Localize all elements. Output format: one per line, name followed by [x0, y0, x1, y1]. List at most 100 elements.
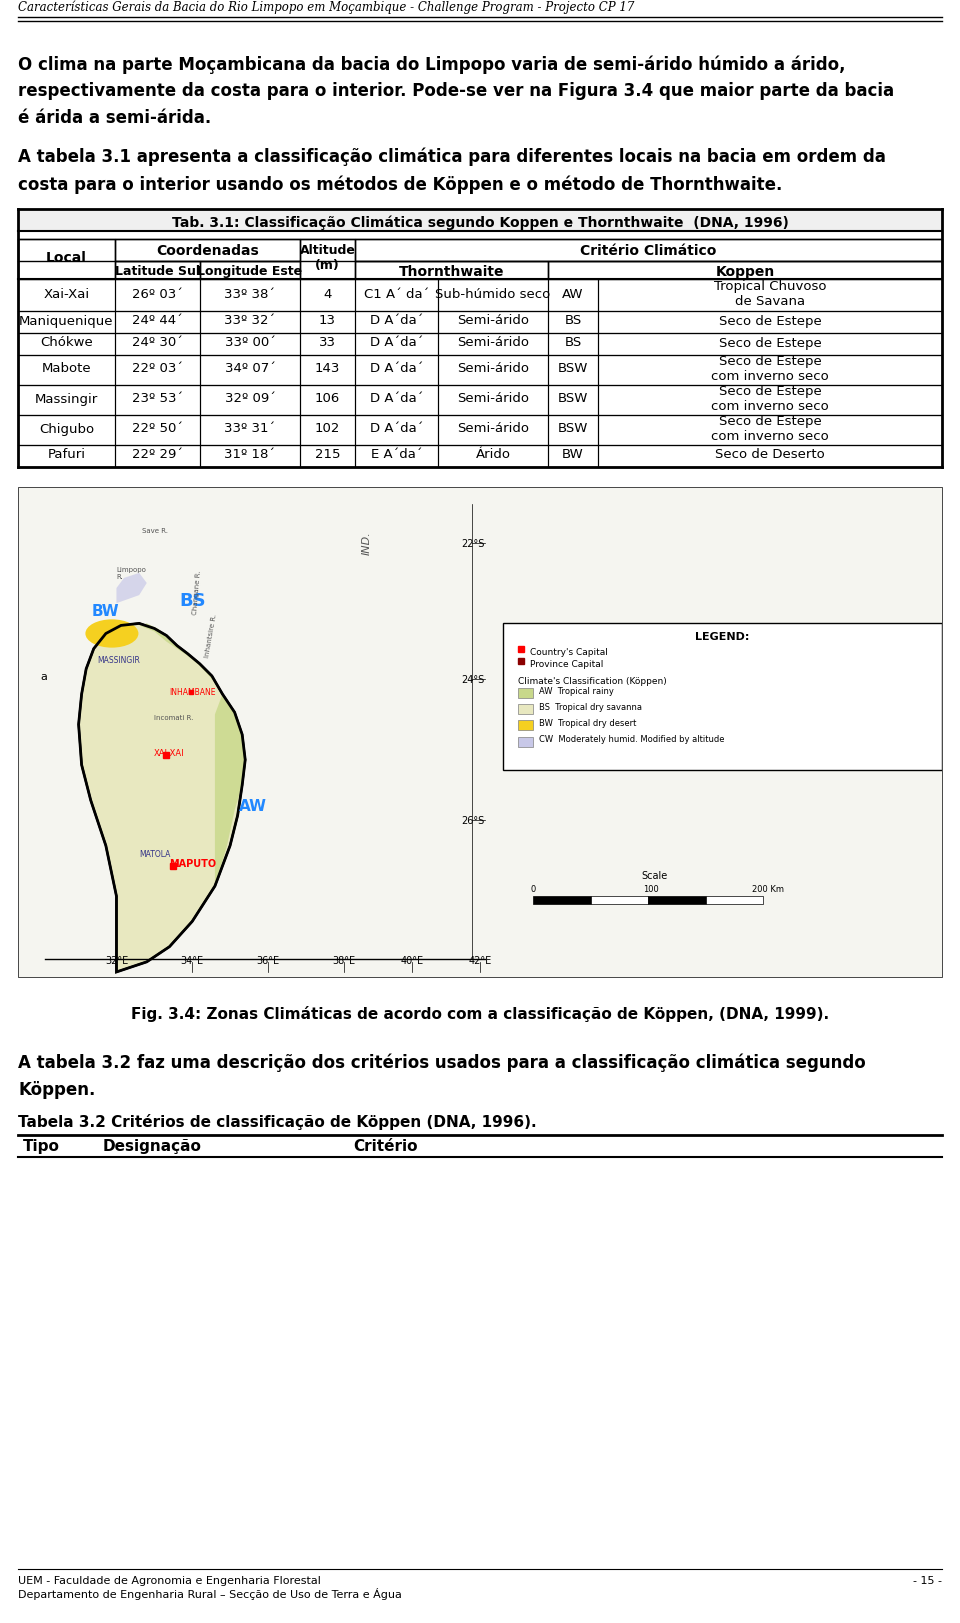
Text: 22º 50´: 22º 50´	[132, 422, 183, 435]
Text: Thornthwaite: Thornthwaite	[398, 265, 504, 279]
Bar	[548, 386, 598, 415]
Text: Local: Local	[46, 252, 87, 265]
Bar	[438, 312, 548, 334]
Bar	[438, 279, 548, 312]
Text: CW  Moderately humid. Modified by altitude: CW Moderately humid. Modified by altitud…	[540, 735, 725, 743]
Text: 33º 38´: 33º 38´	[225, 287, 276, 300]
Text: Maniquenique: Maniquenique	[19, 315, 113, 328]
Text: 26°S: 26°S	[462, 816, 485, 826]
Text: 24º 44´: 24º 44´	[132, 315, 182, 328]
Bar	[355, 334, 438, 355]
Text: Scale: Scale	[641, 870, 667, 880]
Text: 26º 03´: 26º 03´	[132, 287, 183, 300]
Bar	[18, 279, 115, 312]
Text: MASSINGIR: MASSINGIR	[97, 656, 139, 664]
Text: - 15 -: - 15 -	[913, 1574, 942, 1586]
Text: XAI-XAI: XAI-XAI	[155, 748, 184, 758]
Text: Sub-húmido seco: Sub-húmido seco	[436, 287, 551, 300]
Text: Tipo: Tipo	[23, 1138, 60, 1154]
Text: Country's Capital: Country's Capital	[530, 648, 608, 656]
Text: 102: 102	[315, 422, 340, 435]
Text: Fig. 3.4: Zonas Climáticas de acordo com a classificação de Köppen, (DNA, 1999).: Fig. 3.4: Zonas Climáticas de acordo com…	[131, 1005, 829, 1021]
Bar	[115, 446, 200, 467]
Text: AW: AW	[239, 799, 267, 813]
Polygon shape	[79, 623, 245, 972]
Bar	[115, 279, 200, 312]
Text: Semi-árido: Semi-árido	[457, 315, 529, 328]
Text: 34º 07´: 34º 07´	[225, 362, 276, 375]
Text: MATOLA: MATOLA	[139, 849, 171, 859]
Bar	[115, 312, 200, 334]
Bar	[648, 896, 706, 904]
Text: 215: 215	[315, 448, 340, 461]
Bar	[300, 240, 355, 279]
Text: 33º 32´: 33º 32´	[225, 315, 276, 328]
Text: Longitude Este: Longitude Este	[198, 265, 302, 278]
Bar	[115, 334, 200, 355]
Text: MAPUTO: MAPUTO	[170, 859, 217, 868]
Text: 34°E: 34°E	[180, 956, 204, 966]
Text: Koppen: Koppen	[715, 265, 775, 279]
Text: D A´da´: D A´da´	[370, 336, 423, 349]
Text: 100: 100	[643, 885, 660, 894]
Text: 24°S: 24°S	[462, 675, 485, 685]
Bar	[115, 415, 200, 446]
Text: 0: 0	[530, 885, 536, 894]
Text: 24º 30´: 24º 30´	[132, 336, 183, 349]
Text: 32°E: 32°E	[105, 956, 128, 966]
Text: Xai-Xai: Xai-Xai	[43, 287, 89, 300]
Text: BSW: BSW	[558, 362, 588, 375]
Text: Semi-árido: Semi-árido	[457, 393, 529, 406]
Bar	[355, 312, 438, 334]
Text: Tabela 3.2 Critérios de classificação de Köppen (DNA, 1996).: Tabela 3.2 Critérios de classificação de…	[18, 1113, 537, 1130]
Text: Designação: Designação	[103, 1138, 202, 1154]
Text: 33º 31´: 33º 31´	[225, 422, 276, 435]
Text: D A´da´: D A´da´	[370, 362, 423, 375]
Text: 32º 09´: 32º 09´	[225, 393, 276, 406]
Text: LEGEND:: LEGEND:	[695, 631, 750, 643]
Text: UEM - Faculdade de Agronomia e Engenharia Florestal
Departamento de Engenharia R: UEM - Faculdade de Agronomia e Engenhari…	[18, 1574, 402, 1599]
Text: BW: BW	[92, 604, 120, 618]
Text: Semi-árido: Semi-árido	[457, 336, 529, 349]
Text: Inhantsire R.: Inhantsire R.	[204, 613, 218, 657]
Bar	[300, 415, 355, 446]
Text: IND.: IND.	[361, 531, 372, 555]
Bar	[18, 312, 115, 334]
Text: AW  Tropical rainy: AW Tropical rainy	[540, 687, 614, 695]
Bar	[517, 704, 533, 714]
Text: Seco de Deserto: Seco de Deserto	[715, 448, 825, 461]
Text: Coordenadas: Coordenadas	[156, 243, 259, 258]
Text: Chigubo: Chigubo	[39, 422, 94, 435]
Text: BW: BW	[563, 448, 584, 461]
Text: 143: 143	[315, 362, 340, 375]
Bar	[598, 355, 942, 386]
Bar	[115, 261, 200, 279]
Bar	[18, 386, 115, 415]
Text: BSW: BSW	[558, 393, 588, 406]
Text: Pafuri: Pafuri	[47, 448, 85, 461]
Text: 4: 4	[324, 287, 332, 300]
Bar	[200, 386, 300, 415]
Bar	[18, 334, 115, 355]
Bar	[355, 355, 438, 386]
Text: é árida a semi-árida.: é árida a semi-árida.	[18, 109, 211, 127]
Text: Limpopo
R.: Limpopo R.	[116, 566, 146, 579]
Bar	[517, 737, 533, 747]
Bar	[548, 279, 598, 312]
Text: costa para o interior usando os métodos de Köppen e o método de Thornthwaite.: costa para o interior usando os métodos …	[18, 175, 782, 193]
Polygon shape	[116, 573, 147, 604]
Text: BS: BS	[179, 592, 205, 610]
Text: BS  Tropical dry savanna: BS Tropical dry savanna	[540, 703, 642, 711]
Bar	[548, 446, 598, 467]
Text: Características Gerais da Bacia do Rio Limpopo em Moçambique - Challenge Program: Características Gerais da Bacia do Rio L…	[18, 0, 635, 15]
Bar	[590, 896, 648, 904]
Text: Seco de Estepe
com inverno seco: Seco de Estepe com inverno seco	[711, 385, 828, 412]
Bar	[355, 240, 942, 261]
Bar	[355, 386, 438, 415]
Bar	[300, 446, 355, 467]
Text: D A´da´: D A´da´	[370, 422, 423, 435]
Text: D A´da´: D A´da´	[370, 393, 423, 406]
Text: AW: AW	[563, 287, 584, 300]
Bar	[200, 355, 300, 386]
Text: INHAMBANE: INHAMBANE	[169, 688, 215, 696]
